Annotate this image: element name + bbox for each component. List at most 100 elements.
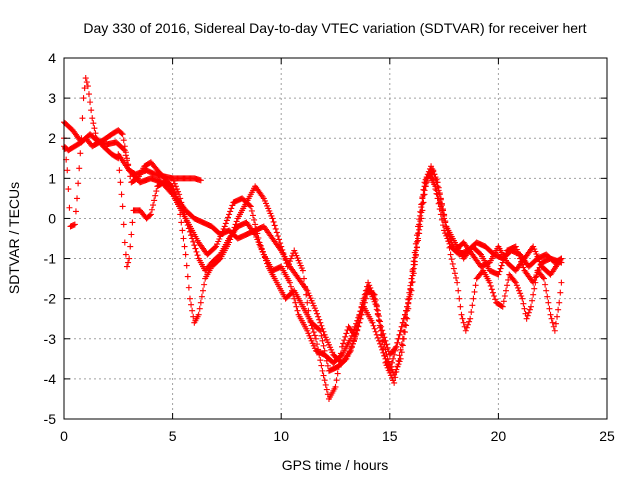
data-point [466,318,473,325]
data-point [454,279,461,286]
data-point [186,228,193,235]
data-point [332,383,339,390]
data-point [195,311,202,318]
data-point [431,171,438,178]
data-point [119,203,126,210]
data-point [317,357,324,364]
data-point [148,206,155,213]
data-point [341,337,348,344]
data-point [177,195,184,202]
data-point [495,271,502,278]
data-point [79,115,86,122]
data-point [89,115,96,122]
data-point [309,325,316,332]
data-point [276,236,283,243]
data-point [471,288,478,295]
data-point [447,251,454,258]
data-point [451,270,458,277]
data-point [486,279,493,286]
data-point [188,301,195,308]
data-point [437,196,444,203]
data-point [150,202,157,209]
data-point [182,215,189,222]
data-point [289,287,296,294]
data-point [556,299,563,306]
data-point [396,352,403,359]
data-point [178,219,185,226]
data-point [348,332,355,339]
data-point [500,298,507,305]
data-point [128,231,135,238]
data-point [392,374,399,381]
data-point [456,295,463,302]
data-point [314,341,321,348]
data-point [87,99,94,106]
data-point [374,334,381,341]
data-point [390,355,397,362]
data-point [286,279,293,286]
data-point [467,315,474,322]
data-point [190,238,197,245]
data-point [393,368,400,375]
data-point [347,335,354,342]
data-point [119,131,126,138]
data-point [211,244,218,251]
data-point [441,212,448,219]
data-point [301,275,308,282]
data-point [517,255,524,262]
data-point [285,260,292,267]
series-trace-4 [115,151,565,374]
data-point [357,308,364,315]
data-point [499,303,506,310]
x-tick-label: 0 [60,428,68,444]
data-point [248,207,255,214]
data-point [173,186,180,193]
data-point [468,309,475,316]
data-point [381,341,388,348]
y-axis-label: SDTVAR / TECUs [6,182,22,294]
data-point [442,218,449,225]
data-point [317,319,324,326]
y-tick-label: 3 [48,90,56,106]
data-point [320,328,327,335]
data-point [496,268,503,275]
data-point [489,289,496,296]
data-point [76,165,83,172]
data-point [436,191,443,198]
data-point [450,265,457,272]
data-point [179,227,186,234]
data-point [391,351,398,358]
data-point [81,85,88,92]
data-point [302,283,309,290]
data-point [448,256,455,263]
data-point [543,287,550,294]
x-tick-label: 20 [491,428,507,444]
data-point [409,272,416,279]
data-point [356,311,363,318]
data-point [191,242,198,249]
data-point [555,306,562,313]
data-point [92,130,99,137]
data-point [419,195,426,202]
data-point [180,235,187,242]
data-point [222,220,229,227]
data-point [181,243,188,250]
data-point [381,352,388,359]
data-point [168,190,175,197]
data-point [340,340,347,347]
y-tick-label: -1 [44,251,57,267]
data-point [558,279,565,286]
data-point [62,145,69,152]
data-point [319,367,326,374]
data-point [393,343,400,350]
data-point [189,307,196,314]
data-point [409,278,416,285]
series-trace-5 [169,167,565,386]
data-point [500,256,507,263]
data-point [449,260,456,267]
data-point [293,303,300,310]
data-point [83,79,90,86]
y-tick-label: -2 [44,291,57,307]
data-point [402,321,409,328]
